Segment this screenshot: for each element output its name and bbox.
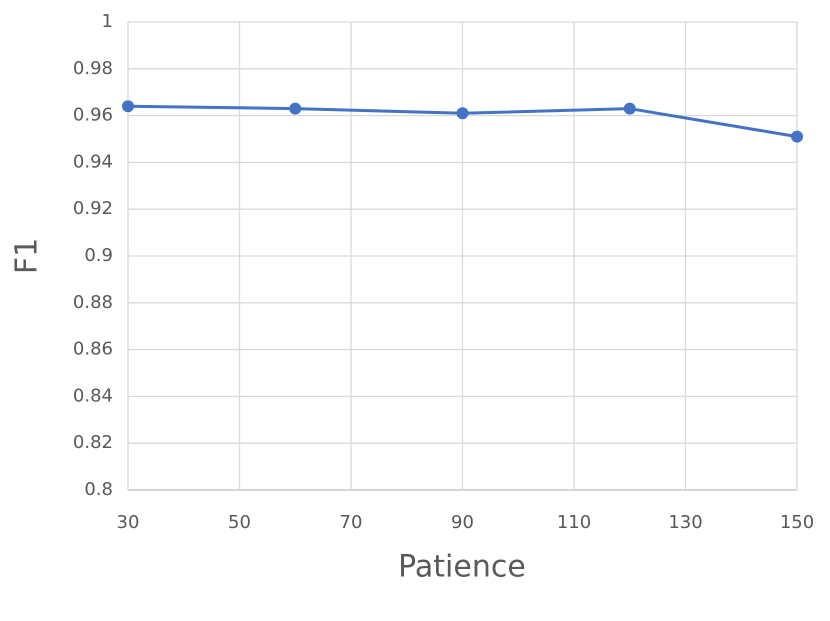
marker <box>623 102 636 115</box>
x-axis-title: Patience <box>398 550 526 585</box>
x-tick-label: 70 <box>340 512 363 533</box>
y-tick-label: 0.8 <box>84 479 113 500</box>
y-tick-label: 0.84 <box>73 385 113 406</box>
y-tick-label: 0.9 <box>84 245 113 266</box>
x-tick-label: 50 <box>228 512 251 533</box>
y-tick-label: 0.98 <box>73 58 113 79</box>
x-tick-label: 30 <box>117 512 140 533</box>
marker <box>456 107 469 120</box>
y-tick-label: 0.92 <box>73 198 113 219</box>
y-tick-label: 0.86 <box>73 339 113 360</box>
marker <box>791 130 803 143</box>
y-tick-label: 0.96 <box>73 105 113 126</box>
y-tick-label: 0.88 <box>73 292 113 313</box>
x-tick-label: 130 <box>668 512 702 533</box>
marker <box>122 100 134 113</box>
y-tick-label: 0.82 <box>73 432 113 453</box>
x-tick-label: 90 <box>451 512 474 533</box>
x-tick-label: 150 <box>780 512 814 533</box>
y-tick-label: 0.94 <box>73 151 113 172</box>
y-axis-title: F1 <box>10 238 45 274</box>
marker <box>289 102 302 115</box>
x-tick-label: 110 <box>557 512 591 533</box>
y-tick-label: 1 <box>102 11 113 32</box>
